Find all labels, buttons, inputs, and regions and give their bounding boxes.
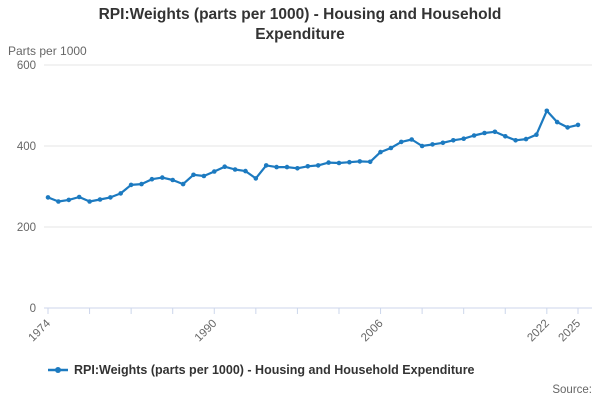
- series-line[interactable]: [46, 109, 580, 203]
- data-point-marker[interactable]: [263, 163, 269, 168]
- data-point-marker[interactable]: [45, 195, 51, 200]
- chart-title: RPI:Weights (parts per 1000) - Housing a…: [98, 6, 502, 43]
- data-point-marker[interactable]: [284, 164, 290, 170]
- data-point-marker[interactable]: [253, 176, 259, 181]
- data-point-marker[interactable]: [430, 142, 435, 147]
- data-point-marker[interactable]: [243, 168, 248, 174]
- data-point-marker[interactable]: [149, 176, 155, 182]
- x-axis-tick-label: 2006: [359, 318, 386, 345]
- y-axis-tick-label: 0: [30, 303, 36, 315]
- legend[interactable]: RPI:Weights (parts per 1000) - Housing a…: [48, 363, 475, 377]
- data-point-marker[interactable]: [544, 108, 550, 114]
- data-point-marker[interactable]: [191, 172, 196, 178]
- data-point-marker[interactable]: [87, 199, 92, 204]
- data-point-marker[interactable]: [326, 160, 331, 165]
- data-point-marker[interactable]: [461, 136, 467, 141]
- source-label: Source:: [552, 384, 592, 396]
- data-point-marker[interactable]: [315, 163, 321, 168]
- data-point-marker[interactable]: [212, 169, 217, 174]
- x-axis-tick-label: 2025: [557, 318, 584, 345]
- data-point-marker[interactable]: [108, 195, 113, 200]
- y-axis-tick-label: 400: [17, 141, 36, 153]
- data-point-marker[interactable]: [222, 164, 227, 169]
- data-point-marker[interactable]: [180, 181, 186, 187]
- x-axis-tick-label: 1974: [27, 317, 54, 344]
- data-point-marker[interactable]: [118, 191, 123, 196]
- y-axis-tick-label: 600: [17, 60, 36, 72]
- data-point-marker[interactable]: [139, 181, 144, 187]
- data-point-marker[interactable]: [419, 143, 425, 149]
- data-point-marker[interactable]: [128, 182, 134, 188]
- data-point-marker[interactable]: [503, 134, 508, 139]
- data-point-marker[interactable]: [160, 175, 165, 180]
- legend-item-label: RPI:Weights (parts per 1000) - Housing a…: [74, 363, 475, 377]
- data-point-marker[interactable]: [274, 164, 279, 170]
- data-point-marker[interactable]: [66, 197, 72, 203]
- data-point-marker[interactable]: [295, 166, 300, 171]
- data-point-marker[interactable]: [76, 194, 82, 200]
- data-point-marker[interactable]: [347, 159, 352, 165]
- data-point-marker[interactable]: [378, 149, 383, 155]
- y-axis-tick-label: 200: [17, 222, 36, 234]
- y-axis-unit-label: Parts per 1000: [8, 44, 87, 58]
- data-point-marker[interactable]: [409, 137, 415, 142]
- data-point-marker[interactable]: [305, 164, 311, 169]
- data-point-marker[interactable]: [440, 140, 446, 146]
- data-point-marker[interactable]: [523, 136, 529, 142]
- data-point-marker[interactable]: [97, 197, 103, 202]
- data-point-marker[interactable]: [451, 138, 456, 143]
- x-axis-tick-label: 1990: [193, 318, 220, 345]
- data-point-marker[interactable]: [232, 167, 238, 172]
- data-point-marker[interactable]: [56, 199, 61, 204]
- data-point-marker[interactable]: [513, 138, 518, 143]
- x-axis-tick-label: 2022: [525, 318, 552, 345]
- data-point-marker[interactable]: [471, 133, 477, 138]
- data-point-marker[interactable]: [367, 159, 373, 165]
- data-point-marker[interactable]: [201, 173, 207, 179]
- legend-series-marker-icon: [48, 367, 68, 373]
- data-point-marker[interactable]: [399, 139, 404, 145]
- data-point-marker[interactable]: [565, 125, 570, 130]
- data-point-marker[interactable]: [534, 132, 539, 137]
- data-point-marker[interactable]: [170, 177, 175, 183]
- data-point-marker[interactable]: [554, 119, 560, 125]
- data-point-marker[interactable]: [336, 160, 342, 166]
- data-point-marker[interactable]: [482, 130, 487, 136]
- data-point-marker[interactable]: [575, 122, 581, 128]
- data-point-marker[interactable]: [357, 159, 363, 164]
- data-point-marker[interactable]: [388, 145, 394, 151]
- data-point-marker[interactable]: [492, 129, 498, 135]
